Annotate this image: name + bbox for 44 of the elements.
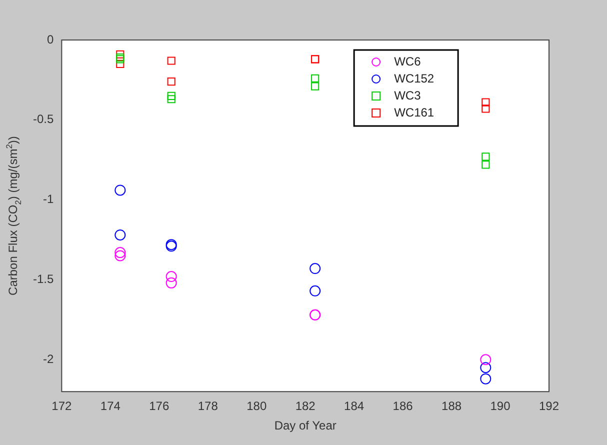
x-tick-label: 192 (538, 399, 560, 414)
y-tick-label: -1 (43, 192, 54, 206)
x-axis-title: Day of Year (274, 418, 336, 433)
point (482, 152, 490, 161)
point (167, 92, 176, 100)
point (310, 285, 321, 296)
point (482, 160, 490, 169)
point (166, 271, 177, 282)
point (114, 250, 126, 262)
point (166, 277, 177, 288)
point (167, 56, 176, 65)
x-tick-label: 178 (198, 399, 218, 414)
y-tick-label: -0.5 (32, 112, 54, 126)
point (114, 229, 126, 240)
legend-label: WC3 (394, 88, 422, 102)
x-tick-label: 174 (100, 399, 121, 414)
x-tick-label: 190 (490, 399, 511, 414)
point (311, 74, 320, 82)
x-tick-label: 182 (295, 399, 316, 414)
y-tick-label: 0 (46, 32, 54, 46)
point (114, 247, 126, 258)
y-axis-title: Carbon Flux (CO2) (mg/(sm2)) (4, 136, 23, 296)
point (482, 98, 490, 106)
x-tick-label: 180 (246, 399, 267, 414)
point (167, 78, 176, 86)
x-tick-label: 176 (149, 399, 170, 414)
point (116, 60, 124, 68)
x-tick-label: 172 (52, 399, 72, 414)
point (480, 354, 492, 366)
legend-label: WC152 (394, 71, 434, 86)
legend-label: WC6 (394, 54, 422, 68)
x-tick-label: 184 (344, 399, 364, 414)
point (480, 362, 492, 374)
x-tick-label: 188 (442, 399, 462, 414)
x-tick-label: 186 (392, 399, 414, 414)
point (167, 95, 176, 104)
legend-label: WC161 (394, 105, 434, 120)
point (311, 82, 320, 90)
point (482, 104, 490, 113)
y-tick-label: -2 (43, 352, 54, 366)
y-tick-label: -1.5 (32, 272, 54, 286)
point (480, 373, 492, 384)
point (310, 263, 321, 274)
point (114, 184, 126, 196)
